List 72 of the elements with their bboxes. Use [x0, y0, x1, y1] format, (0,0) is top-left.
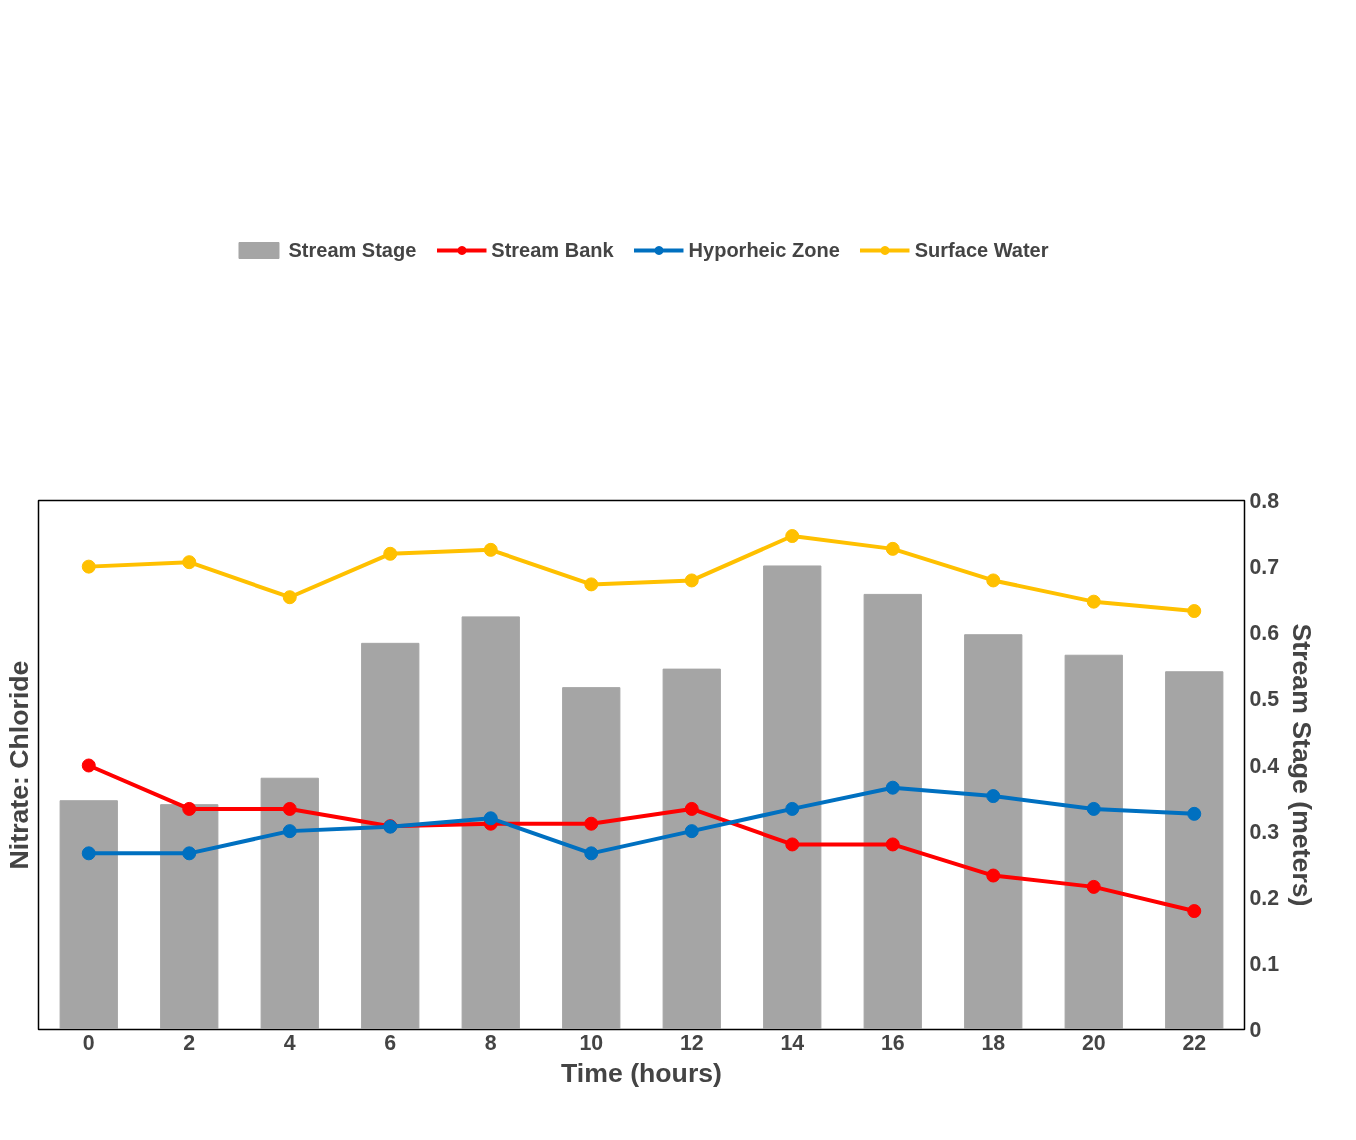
point: [684, 824, 699, 839]
y2-tick-label: 0.5: [1249, 687, 1280, 712]
bar: [662, 668, 721, 1030]
point: [785, 529, 800, 544]
y2-tick-label: 0.4: [1249, 753, 1280, 778]
bar: [562, 687, 621, 1030]
bar: [763, 565, 822, 1030]
bar: [863, 593, 922, 1030]
y-axis-title: Nitrate: Chloride: [3, 660, 34, 870]
x-tick-label: 22: [1182, 1030, 1207, 1055]
point: [986, 868, 1001, 883]
x-tick-label: 8: [484, 1030, 497, 1055]
point: [383, 546, 398, 561]
point: [1086, 801, 1101, 816]
legend-label: Surface Water: [914, 238, 1049, 262]
legend-label: Stream Stage: [288, 238, 417, 262]
x-tick-label: 12: [679, 1030, 704, 1055]
point: [885, 780, 900, 795]
point: [584, 846, 599, 861]
point: [986, 789, 1001, 804]
point: [785, 837, 800, 852]
bar: [260, 777, 319, 1030]
bar: [160, 804, 219, 1030]
x-tick-label: 6: [384, 1030, 397, 1055]
x-axis-title: Time (hours): [561, 1057, 722, 1088]
bar: [59, 800, 118, 1030]
x-tick-label: 18: [981, 1030, 1006, 1055]
y2-tick-label: 0.2: [1249, 885, 1280, 910]
point: [282, 801, 297, 816]
point: [885, 837, 900, 852]
y2-tick-label: 0.1: [1249, 951, 1280, 976]
legend-label: Stream Bank: [491, 238, 614, 262]
y2-tick-label: 0.6: [1249, 621, 1280, 646]
x-tick-label: 0: [82, 1030, 95, 1055]
bar: [461, 616, 520, 1030]
y2-tick-label: 0.7: [1249, 555, 1280, 580]
x-tick-label: 2: [183, 1030, 196, 1055]
point: [584, 577, 599, 592]
point: [182, 801, 197, 816]
point: [483, 811, 498, 826]
point: [684, 573, 699, 588]
x-tick-label: 10: [579, 1030, 604, 1055]
bar: [964, 634, 1023, 1030]
x-tick-label: 16: [880, 1030, 905, 1055]
point: [1187, 904, 1202, 919]
point: [1086, 879, 1101, 894]
point: [1187, 806, 1202, 821]
point: [1086, 594, 1101, 609]
point: [986, 573, 1001, 588]
bar: [1064, 654, 1123, 1030]
point: [282, 590, 297, 605]
x-tick-label: 14: [780, 1030, 805, 1055]
point: [1187, 604, 1202, 619]
point: [785, 801, 800, 816]
point: [584, 816, 599, 831]
point: [182, 555, 197, 570]
point: [182, 846, 197, 861]
x-tick-label: 20: [1081, 1030, 1106, 1055]
y2-tick-label: 0.3: [1249, 819, 1280, 844]
legend-label: Hyporheic Zone: [688, 238, 840, 262]
y2-axis-title: Stream Stage (meters): [1287, 623, 1318, 907]
point: [81, 559, 96, 574]
point: [81, 846, 96, 861]
x-tick-label: 4: [283, 1030, 296, 1055]
point: [885, 541, 900, 556]
point: [684, 801, 699, 816]
point: [282, 824, 297, 839]
point: [81, 758, 96, 773]
bar: [361, 642, 420, 1030]
y2-tick-label: 0.8: [1249, 489, 1280, 513]
point: [483, 542, 498, 557]
bar: [1165, 671, 1224, 1030]
